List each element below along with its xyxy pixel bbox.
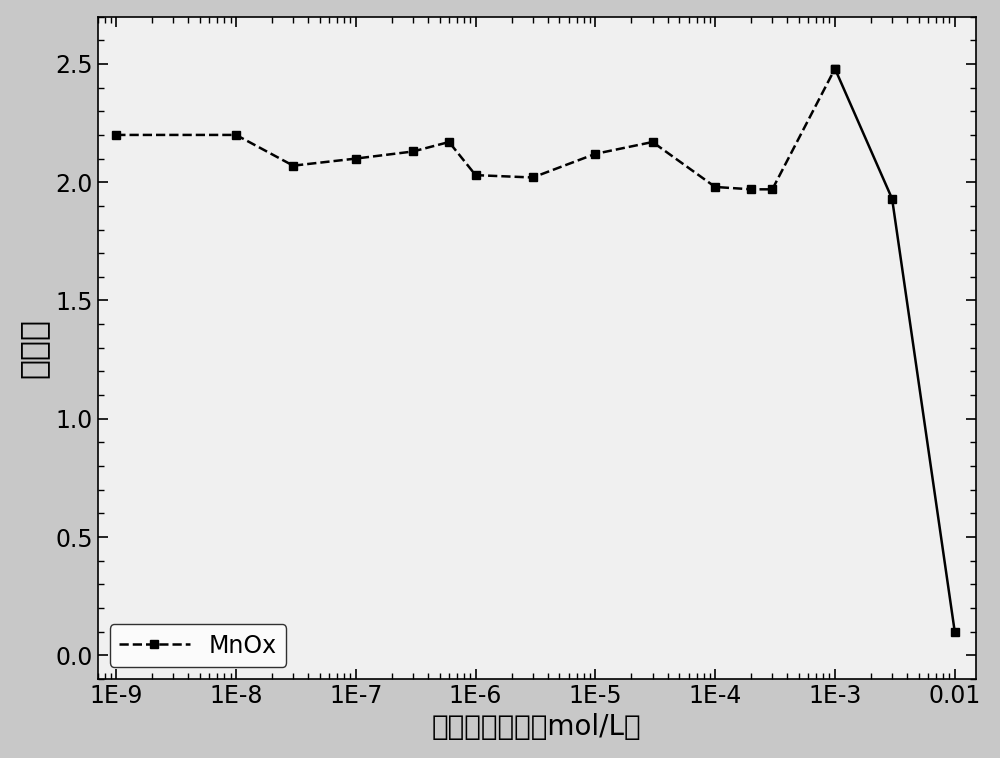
MnOx [407,147,419,156]
MnOx [589,149,601,158]
MnOx [766,185,778,194]
MnOx [709,183,721,192]
MnOx [829,64,841,74]
MnOx [110,130,122,139]
Y-axis label: 吸收値: 吸收値 [17,318,50,377]
X-axis label: 过氧化氢浓度（mol/L）: 过氧化氢浓度（mol/L） [432,713,642,741]
MnOx [287,161,299,171]
MnOx [350,154,362,163]
MnOx [527,173,539,182]
MnOx [443,137,455,146]
MnOx [470,171,482,180]
Line: MnOx: MnOx [112,64,839,193]
Legend: MnOx: MnOx [110,625,286,667]
MnOx [230,130,242,139]
MnOx [647,137,659,146]
MnOx [745,185,757,194]
